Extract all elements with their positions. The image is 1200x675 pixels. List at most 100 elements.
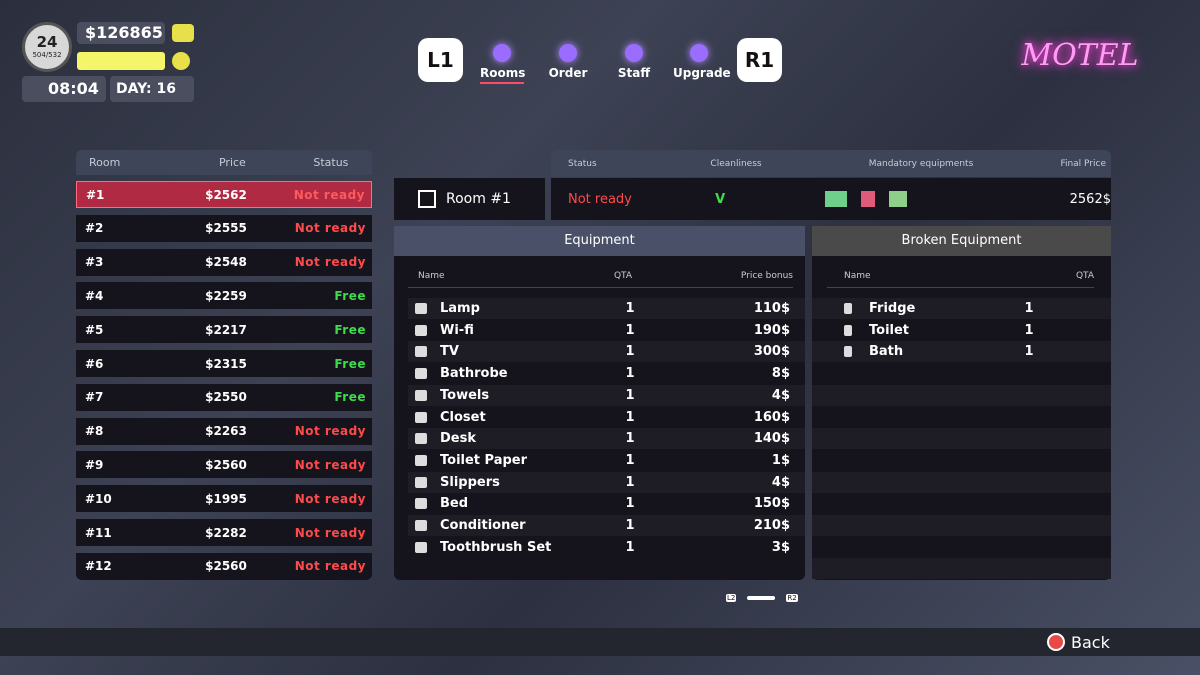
equipment-icon — [415, 520, 427, 531]
tab[interactable]: Rooms — [480, 44, 525, 84]
pager: L2 R2 — [726, 591, 808, 605]
equipment-row: Slippers 1 4$ — [408, 471, 805, 493]
room-row[interactable]: #5 $2217 Free — [76, 316, 372, 344]
money-icon — [172, 24, 194, 42]
pager-bar — [747, 596, 776, 600]
broken-row — [812, 558, 1111, 580]
room-row[interactable]: #3 $2548 Not ready — [76, 248, 372, 276]
tab[interactable]: Upgrade — [673, 44, 731, 80]
room-status: Not ready — [293, 187, 365, 202]
broken-row — [812, 493, 1111, 515]
equipment-name: Lamp — [440, 301, 480, 316]
bottom-bar — [0, 628, 1200, 656]
room-cell: Room #1 — [394, 178, 545, 220]
equipment-row: TV 1 300$ — [408, 341, 805, 363]
broken-row: Toilet 1 — [812, 319, 1111, 341]
equipment-row: Desk 1 140$ — [408, 428, 805, 450]
detail-cleanliness: V — [715, 191, 726, 207]
equipment-qta: 1 — [625, 518, 635, 533]
room-price: $2550 — [205, 390, 247, 405]
room-number: #9 — [85, 457, 104, 472]
equipment-bonus: 160$ — [753, 409, 790, 425]
room-row[interactable]: #7 $2550 Free — [76, 383, 372, 411]
column-header: Mandatory equipments — [868, 158, 974, 169]
room-status: Free — [334, 322, 366, 337]
detail-status: Not ready — [568, 191, 632, 207]
tab-label: Rooms — [480, 66, 525, 84]
room-status: Not ready — [294, 457, 366, 472]
broken-icon — [844, 346, 852, 358]
equipment-qta: 1 — [625, 366, 635, 382]
room-status: Not ready — [294, 525, 366, 540]
equipment-bonus: 190$ — [753, 322, 790, 338]
room-row[interactable]: #6 $2315 Free — [76, 350, 372, 377]
equipment-qta: 1 — [625, 344, 635, 360]
room-row[interactable]: #9 $2560 Not ready — [76, 451, 372, 479]
equipment-icon — [415, 498, 427, 510]
equipment-icon — [415, 324, 427, 336]
room-number: #2 — [85, 221, 104, 236]
equipment-qta: 1 — [625, 431, 635, 447]
room-number: #1 — [86, 187, 105, 202]
tab-icon — [625, 44, 643, 62]
room-row[interactable]: #1 $2562 Not ready — [76, 181, 372, 208]
column-header: Status — [568, 158, 597, 169]
room-row[interactable]: #12 $2560 Not ready — [76, 552, 372, 580]
tab[interactable]: Order — [546, 44, 590, 80]
equipment-icon — [415, 368, 427, 380]
day: DAY: 16 — [110, 76, 194, 102]
equipment-icon — [415, 346, 427, 358]
room-price: $2217 — [205, 322, 247, 337]
xp: 504/532 — [32, 51, 62, 59]
tab-label: Staff — [617, 66, 651, 80]
tab-icon — [690, 44, 708, 62]
equipment-name: Wi-fi — [440, 322, 474, 338]
equipment-qta: 1 — [625, 301, 635, 316]
room-row[interactable]: #2 $2555 Not ready — [76, 214, 372, 242]
logo: MOTEL — [1021, 38, 1139, 73]
room-row[interactable]: #10 $1995 Not ready — [76, 485, 372, 513]
tab-icon — [493, 44, 511, 62]
final-price: 2562$ — [1069, 191, 1111, 207]
room-status: Not ready — [294, 559, 366, 574]
tab-icon — [559, 44, 577, 62]
room-status: Not ready — [294, 491, 366, 506]
room-price: $2263 — [205, 424, 247, 439]
equipment-name: Towels — [440, 387, 490, 403]
room-row[interactable]: #8 $2263 Not ready — [76, 417, 372, 445]
equipment-icon — [415, 389, 427, 401]
column-header: Cleanliness — [710, 158, 762, 169]
room-status: Free — [334, 288, 366, 303]
back-button[interactable]: Back — [1047, 631, 1117, 653]
pager-next[interactable]: R2 — [786, 594, 798, 602]
broken-row — [812, 384, 1111, 406]
pager-prev[interactable]: L2 — [726, 594, 737, 602]
equipment-row: Lamp 1 110$ — [408, 298, 805, 319]
equipment-bonus: 110$ — [753, 301, 790, 316]
broken-name: Toilet — [869, 322, 910, 338]
equipment-icon — [415, 433, 427, 445]
broken-row — [812, 406, 1111, 428]
room-number: #10 — [85, 491, 112, 506]
equipment-name: Slippers — [440, 474, 500, 490]
broken-icon — [844, 324, 852, 336]
equipment-name: Toothbrush Set — [440, 539, 552, 555]
broken-qta: 1 — [1024, 344, 1034, 360]
column-header: Room — [89, 156, 121, 169]
equipment-icon — [415, 454, 427, 466]
tab-label: Upgrade — [673, 66, 731, 80]
broken-name: Bath — [869, 344, 904, 360]
column-header: QTA — [613, 271, 633, 281]
prev-button[interactable]: L1 — [418, 38, 463, 82]
column-header: Price — [218, 156, 246, 169]
equipment-row: Closet 1 160$ — [408, 406, 805, 428]
tab[interactable]: Staff — [612, 44, 656, 80]
room-price: $2560 — [205, 559, 247, 574]
room-row[interactable]: #4 $2259 Free — [76, 282, 372, 310]
next-button[interactable]: R1 — [737, 38, 782, 82]
broken-title: Broken Equipment — [812, 226, 1111, 256]
equipment-qta: 1 — [625, 387, 635, 403]
room-row[interactable]: #11 $2282 Not ready — [76, 519, 372, 546]
progress-bar — [77, 52, 165, 70]
equipment-bonus: 210$ — [753, 518, 790, 533]
